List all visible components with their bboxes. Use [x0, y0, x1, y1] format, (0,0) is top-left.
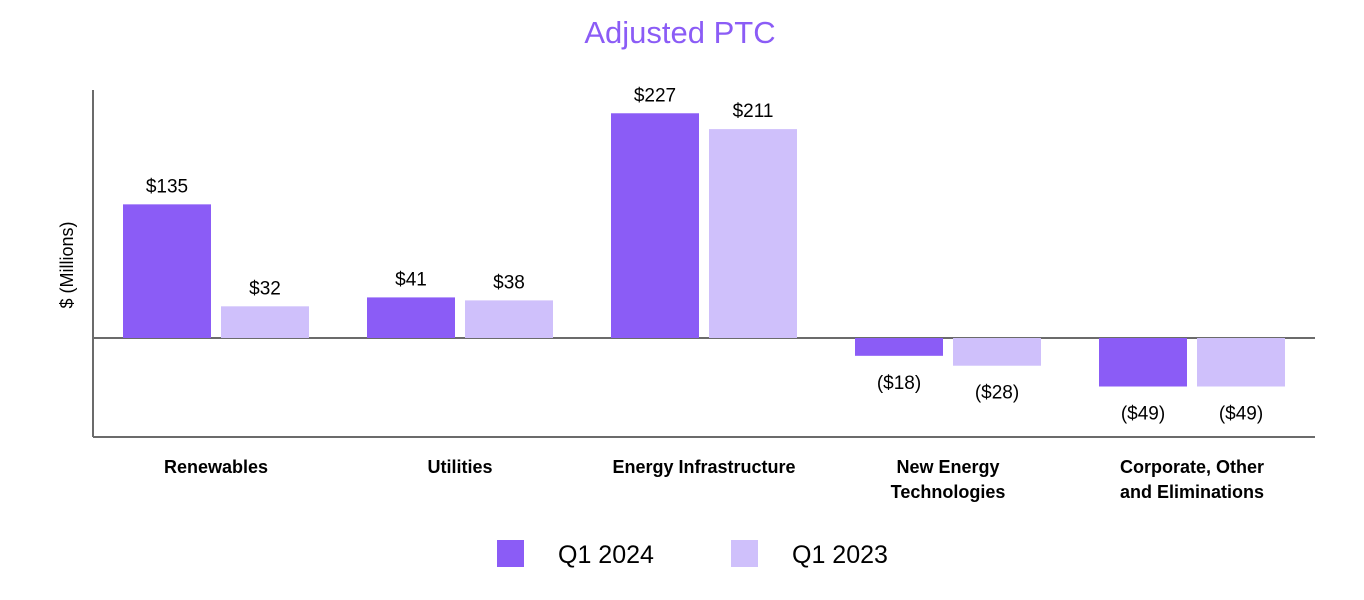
bar-q1-2023-1	[465, 300, 553, 338]
data-label: $227	[634, 85, 676, 106]
category-label-line: Utilities	[427, 457, 492, 477]
category-label-line: and Eliminations	[1120, 482, 1264, 502]
category-label-line: Technologies	[891, 482, 1006, 502]
y-axis-label: $ (Millions)	[57, 221, 77, 308]
data-label: $135	[146, 176, 188, 197]
legend-swatch	[731, 540, 758, 567]
bar-q1-2024-1	[367, 297, 455, 338]
bar-q1-2023-3	[953, 338, 1041, 366]
data-label: $32	[249, 278, 281, 299]
category-label: Renewables	[164, 457, 268, 477]
bars-layer	[123, 113, 1285, 387]
category-label-line: New Energy	[896, 457, 999, 477]
category-label-line: Energy Infrastructure	[612, 457, 795, 477]
category-label: Corporate, Other and Eliminations	[1120, 457, 1264, 502]
data-label: $211	[733, 101, 774, 122]
bar-q1-2024-0	[123, 204, 211, 338]
data-label: $38	[493, 272, 525, 293]
data-label: ($49)	[1219, 404, 1263, 425]
legend-swatch	[497, 540, 524, 567]
bar-q1-2024-3	[855, 338, 943, 356]
category-label: Utilities	[427, 457, 492, 477]
data-label: ($49)	[1121, 404, 1165, 425]
category-label-line: Renewables	[164, 457, 268, 477]
category-label-line: Corporate, Other	[1120, 457, 1264, 477]
legend-label: Q1 2023	[792, 541, 888, 569]
category-label: New Energy Technologies	[891, 457, 1006, 502]
data-label: ($18)	[877, 373, 921, 394]
data-label: ($28)	[975, 383, 1019, 404]
bar-q1-2023-4	[1197, 338, 1285, 387]
legend: Q1 2024 Q1 2023	[497, 540, 888, 569]
bar-q1-2024-2	[611, 113, 699, 339]
data-label: $41	[395, 269, 427, 290]
category-labels-layer: Renewables Utilities Energy Infrastructure…	[164, 457, 1264, 502]
data-labels-layer: $135 $41 $227 ($18) ($49) $32 $38 $211 ($28) ($49…	[146, 85, 1263, 424]
bar-q1-2023-2	[709, 129, 797, 338]
category-label: Energy Infrastructure	[612, 457, 795, 477]
chart-title: Adjusted PTC	[584, 15, 775, 50]
legend-label: Q1 2024	[558, 541, 654, 569]
bar-q1-2024-4	[1099, 338, 1187, 387]
bar-q1-2023-0	[221, 306, 309, 338]
